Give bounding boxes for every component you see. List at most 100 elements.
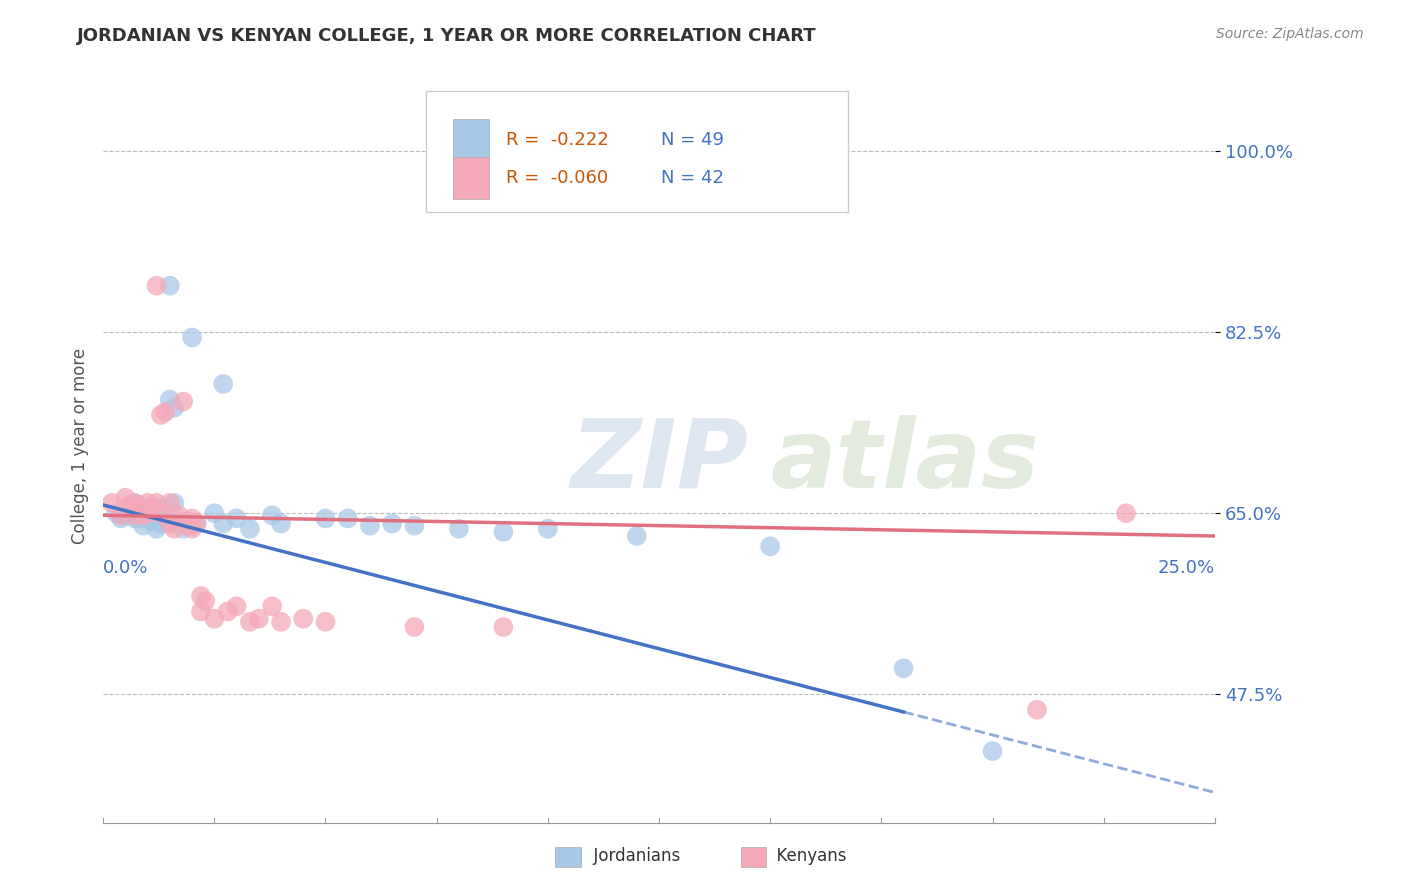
- Point: [163, 401, 186, 415]
- Point: [122, 511, 145, 525]
- Point: [114, 491, 136, 505]
- Point: [537, 522, 560, 536]
- Point: [159, 496, 181, 510]
- Point: [136, 501, 159, 516]
- Text: 0.0%: 0.0%: [103, 559, 149, 577]
- Point: [212, 516, 235, 531]
- Point: [136, 496, 159, 510]
- Point: [239, 615, 262, 629]
- Point: [167, 508, 190, 523]
- Point: [893, 661, 915, 675]
- Point: [128, 501, 150, 516]
- Point: [136, 511, 159, 525]
- Point: [128, 498, 150, 512]
- Point: [194, 594, 217, 608]
- Point: [155, 405, 177, 419]
- Point: [172, 394, 194, 409]
- Point: [141, 506, 163, 520]
- Point: [492, 620, 515, 634]
- Point: [118, 498, 141, 512]
- Point: [404, 620, 426, 634]
- Point: [114, 508, 136, 523]
- Point: [128, 511, 150, 525]
- Point: [212, 376, 235, 391]
- Point: [202, 612, 225, 626]
- Text: Source: ZipAtlas.com: Source: ZipAtlas.com: [1216, 27, 1364, 41]
- Point: [149, 516, 172, 531]
- Point: [404, 518, 426, 533]
- FancyBboxPatch shape: [426, 91, 848, 212]
- Point: [163, 496, 186, 510]
- Point: [314, 615, 336, 629]
- Point: [172, 515, 194, 529]
- Point: [105, 506, 128, 520]
- Point: [270, 516, 292, 531]
- Point: [381, 516, 404, 531]
- Point: [186, 516, 208, 531]
- Point: [159, 516, 181, 531]
- Point: [122, 496, 145, 510]
- Point: [217, 605, 239, 619]
- FancyBboxPatch shape: [453, 157, 489, 199]
- Point: [336, 511, 359, 525]
- Point: [155, 511, 177, 525]
- Text: ZIP: ZIP: [569, 415, 748, 508]
- Point: [1115, 506, 1137, 520]
- Point: [149, 506, 172, 520]
- Point: [247, 612, 270, 626]
- Point: [759, 539, 782, 553]
- Text: Kenyans: Kenyans: [766, 847, 846, 865]
- Point: [176, 515, 198, 529]
- Point: [163, 522, 186, 536]
- Point: [314, 511, 336, 525]
- Point: [190, 605, 212, 619]
- Point: [359, 518, 381, 533]
- Point: [141, 501, 163, 516]
- Point: [149, 501, 172, 516]
- Point: [141, 515, 163, 529]
- Text: R =  -0.060: R = -0.060: [506, 169, 607, 187]
- Point: [132, 518, 155, 533]
- Point: [292, 612, 315, 626]
- Point: [202, 506, 225, 520]
- Point: [981, 744, 1004, 758]
- Point: [186, 516, 208, 531]
- Point: [225, 511, 247, 525]
- Text: Jordanians: Jordanians: [583, 847, 681, 865]
- Point: [118, 504, 141, 518]
- Y-axis label: College, 1 year or more: College, 1 year or more: [72, 348, 89, 544]
- Point: [149, 408, 172, 422]
- Point: [101, 496, 124, 510]
- Text: R =  -0.222: R = -0.222: [506, 131, 609, 149]
- Point: [145, 522, 167, 536]
- Point: [447, 522, 470, 536]
- Point: [145, 278, 167, 293]
- Text: N = 42: N = 42: [661, 169, 724, 187]
- Point: [122, 508, 145, 523]
- Point: [190, 589, 212, 603]
- Text: 25.0%: 25.0%: [1157, 559, 1215, 577]
- Point: [136, 506, 159, 520]
- Point: [159, 392, 181, 407]
- Point: [159, 516, 181, 531]
- Point: [110, 511, 132, 525]
- Point: [132, 506, 155, 520]
- Point: [270, 615, 292, 629]
- Point: [225, 599, 247, 614]
- Point: [176, 518, 198, 533]
- FancyBboxPatch shape: [453, 120, 489, 161]
- Point: [145, 496, 167, 510]
- Point: [492, 524, 515, 539]
- Point: [122, 496, 145, 510]
- Point: [181, 330, 204, 344]
- Point: [181, 518, 204, 533]
- Point: [181, 522, 204, 536]
- Point: [181, 511, 204, 525]
- Point: [145, 508, 167, 523]
- Point: [167, 516, 190, 531]
- Point: [159, 278, 181, 293]
- Point: [132, 508, 155, 523]
- Point: [172, 522, 194, 536]
- Point: [1026, 703, 1049, 717]
- Point: [239, 522, 262, 536]
